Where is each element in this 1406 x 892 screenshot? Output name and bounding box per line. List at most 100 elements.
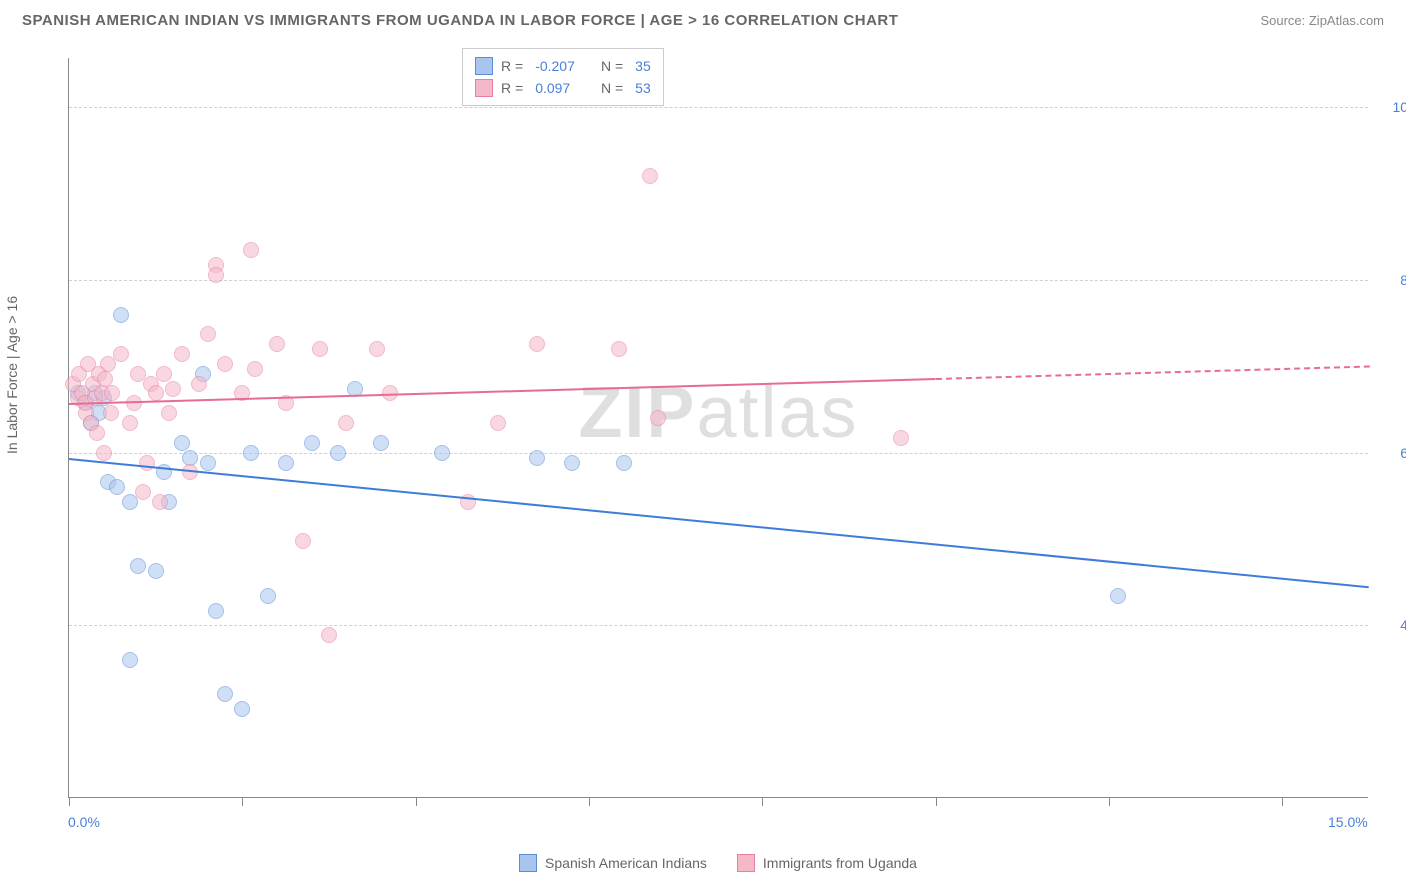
data-point — [650, 410, 666, 426]
tick-v — [762, 798, 763, 806]
tick-v — [242, 798, 243, 806]
gridline-h — [69, 280, 1368, 281]
data-point — [312, 341, 328, 357]
tick-v — [1109, 798, 1110, 806]
y-tick-label: 82.5% — [1380, 272, 1406, 288]
data-point — [191, 376, 207, 392]
gridline-h — [69, 625, 1368, 626]
data-point — [148, 563, 164, 579]
data-point — [295, 533, 311, 549]
data-point — [330, 445, 346, 461]
data-point — [369, 341, 385, 357]
legend-item: Spanish American Indians — [519, 854, 707, 872]
data-point — [304, 435, 320, 451]
legend-swatch — [737, 854, 755, 872]
data-point — [113, 346, 129, 362]
tick-v — [589, 798, 590, 806]
data-point — [434, 445, 450, 461]
data-point — [529, 336, 545, 352]
legend-n-value: 53 — [635, 80, 651, 96]
legend-swatch — [519, 854, 537, 872]
legend-row: R = -0.207 N = 35 — [475, 55, 651, 77]
tick-v — [416, 798, 417, 806]
y-tick-label: 100.0% — [1380, 99, 1406, 115]
data-point — [278, 455, 294, 471]
data-point — [104, 385, 120, 401]
x-tick-label: 15.0% — [1328, 814, 1368, 830]
x-tick-label: 0.0% — [68, 814, 100, 830]
data-point — [642, 168, 658, 184]
data-point — [269, 336, 285, 352]
data-point — [564, 455, 580, 471]
plot-area: ZIPatlas 47.5%65.0%82.5%100.0% — [68, 58, 1368, 798]
trend-line — [69, 458, 1369, 588]
data-point — [234, 701, 250, 717]
data-point — [174, 346, 190, 362]
legend-n-label: N = — [593, 80, 623, 96]
data-point — [148, 385, 164, 401]
data-point — [182, 450, 198, 466]
data-point — [1110, 588, 1126, 604]
data-point — [893, 430, 909, 446]
data-point — [611, 341, 627, 357]
tick-v — [936, 798, 937, 806]
tick-v — [69, 798, 70, 806]
data-point — [200, 455, 216, 471]
tick-v — [1282, 798, 1283, 806]
data-point — [113, 307, 129, 323]
data-point — [373, 435, 389, 451]
data-point — [122, 415, 138, 431]
data-point — [97, 371, 113, 387]
data-point — [247, 361, 263, 377]
legend-series-label: Spanish American Indians — [545, 855, 707, 871]
data-point — [152, 494, 168, 510]
data-point — [260, 588, 276, 604]
data-point — [243, 242, 259, 258]
data-point — [200, 326, 216, 342]
legend-r-label: R = — [501, 80, 523, 96]
data-point — [338, 415, 354, 431]
legend-item: Immigrants from Uganda — [737, 854, 917, 872]
data-point — [208, 267, 224, 283]
data-point — [156, 366, 172, 382]
legend-row: R = 0.097 N = 53 — [475, 77, 651, 99]
gridline-h — [69, 107, 1368, 108]
data-point — [529, 450, 545, 466]
legend-swatch — [475, 79, 493, 97]
data-point — [490, 415, 506, 431]
data-point — [217, 356, 233, 372]
source-label: Source: ZipAtlas.com — [1260, 13, 1384, 28]
legend-r-value: -0.207 — [535, 58, 585, 74]
data-point — [126, 395, 142, 411]
data-point — [165, 381, 181, 397]
data-point — [122, 652, 138, 668]
legend-swatch — [475, 57, 493, 75]
trend-line-dashed — [936, 366, 1369, 380]
chart-title: SPANISH AMERICAN INDIAN VS IMMIGRANTS FR… — [22, 12, 898, 29]
data-point — [208, 603, 224, 619]
data-point — [130, 558, 146, 574]
data-point — [174, 435, 190, 451]
data-point — [243, 445, 259, 461]
data-point — [109, 479, 125, 495]
data-point — [321, 627, 337, 643]
correlation-legend: R = -0.207 N = 35 R = 0.097 N = 53 — [462, 48, 664, 106]
data-point — [135, 484, 151, 500]
data-point — [217, 686, 233, 702]
y-tick-label: 65.0% — [1380, 445, 1406, 461]
data-point — [616, 455, 632, 471]
legend-r-value: 0.097 — [535, 80, 585, 96]
correlation-chart: In Labor Force | Age > 16 ZIPatlas 47.5%… — [22, 46, 1384, 856]
gridline-h — [69, 453, 1368, 454]
legend-r-label: R = — [501, 58, 523, 74]
legend-series-label: Immigrants from Uganda — [763, 855, 917, 871]
data-point — [96, 445, 112, 461]
y-axis-label: In Labor Force | Age > 16 — [4, 296, 20, 454]
legend-n-value: 35 — [635, 58, 651, 74]
data-point — [103, 405, 119, 421]
legend-n-label: N = — [593, 58, 623, 74]
data-point — [161, 405, 177, 421]
y-tick-label: 47.5% — [1380, 617, 1406, 633]
series-legend: Spanish American Indians Immigrants from … — [68, 854, 1368, 872]
data-point — [89, 425, 105, 441]
